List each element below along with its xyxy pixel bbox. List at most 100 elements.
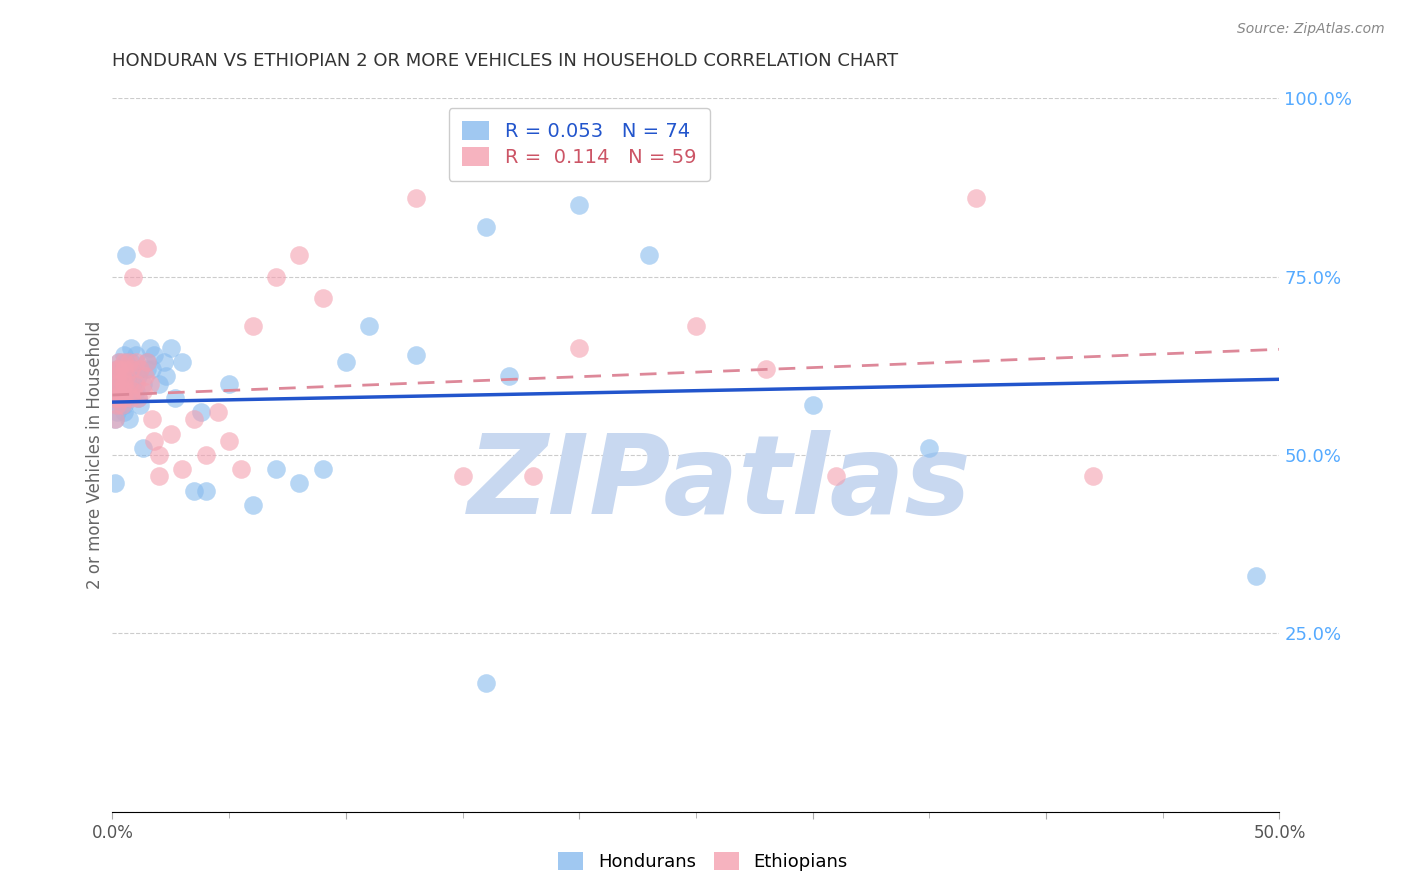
- Point: [122, 376, 145, 391]
- Point: [104, 376, 127, 391]
- Text: HONDURAN VS ETHIOPIAN 2 OR MORE VEHICLES IN HOUSEHOLD CORRELATION CHART: HONDURAN VS ETHIOPIAN 2 OR MORE VEHICLES…: [112, 52, 898, 70]
- Point: [122, 269, 145, 284]
- Point: [194, 448, 217, 462]
- Point: [264, 462, 287, 476]
- Point: [105, 362, 128, 376]
- Point: [132, 384, 155, 398]
- Legend: R = 0.053   N = 74, R =  0.114   N = 59: R = 0.053 N = 74, R = 0.114 N = 59: [449, 108, 710, 181]
- Point: [143, 348, 166, 362]
- Point: [136, 355, 159, 369]
- Point: [129, 362, 152, 376]
- Point: [115, 369, 138, 384]
- Point: [172, 355, 194, 369]
- Point: [165, 391, 187, 405]
- Point: [136, 355, 159, 369]
- Point: [194, 483, 217, 498]
- Point: [148, 469, 170, 483]
- Point: [207, 405, 229, 419]
- Point: [127, 391, 149, 405]
- Point: [112, 362, 135, 376]
- Point: [264, 269, 287, 284]
- Point: [105, 391, 128, 405]
- Point: [242, 319, 264, 334]
- Point: [105, 384, 128, 398]
- Point: [105, 398, 128, 412]
- Point: [120, 362, 142, 376]
- Point: [451, 469, 474, 483]
- Point: [134, 369, 156, 384]
- Point: [105, 405, 128, 419]
- Point: [136, 362, 159, 376]
- Point: [115, 384, 138, 398]
- Point: [825, 469, 848, 483]
- Point: [104, 376, 127, 391]
- Point: [108, 355, 131, 369]
- Point: [115, 391, 138, 405]
- Point: [108, 384, 131, 398]
- Point: [112, 391, 135, 405]
- Point: [120, 355, 142, 369]
- Point: [111, 398, 134, 412]
- Point: [108, 362, 131, 376]
- Point: [148, 448, 170, 462]
- Point: [172, 462, 194, 476]
- Point: [118, 376, 141, 391]
- Point: [218, 376, 240, 391]
- Point: [155, 369, 177, 384]
- Text: Source: ZipAtlas.com: Source: ZipAtlas.com: [1237, 22, 1385, 37]
- Point: [132, 441, 155, 455]
- Point: [1244, 569, 1267, 583]
- Point: [111, 376, 134, 391]
- Point: [108, 362, 131, 376]
- Point: [143, 434, 166, 448]
- Point: [638, 248, 661, 262]
- Point: [136, 241, 159, 255]
- Point: [104, 412, 127, 426]
- Point: [112, 384, 135, 398]
- Point: [125, 376, 148, 391]
- Point: [129, 398, 152, 412]
- Point: [755, 362, 778, 376]
- Point: [139, 376, 162, 391]
- Point: [105, 384, 128, 398]
- Point: [104, 391, 127, 405]
- Point: [183, 483, 205, 498]
- Point: [190, 405, 212, 419]
- Point: [108, 391, 131, 405]
- Point: [111, 369, 134, 384]
- Point: [141, 362, 163, 376]
- Point: [1081, 469, 1104, 483]
- Point: [108, 391, 131, 405]
- Point: [568, 198, 591, 212]
- Point: [218, 434, 240, 448]
- Point: [127, 391, 149, 405]
- Point: [335, 355, 357, 369]
- Point: [120, 391, 142, 405]
- Point: [112, 348, 135, 362]
- Point: [108, 376, 131, 391]
- Point: [118, 412, 141, 426]
- Point: [125, 384, 148, 398]
- Point: [288, 248, 311, 262]
- Point: [125, 348, 148, 362]
- Point: [801, 398, 824, 412]
- Text: ZIPatlas: ZIPatlas: [467, 430, 972, 537]
- Point: [242, 498, 264, 512]
- Point: [148, 376, 170, 391]
- Point: [139, 341, 162, 355]
- Point: [127, 369, 149, 384]
- Point: [108, 376, 131, 391]
- Point: [111, 369, 134, 384]
- Point: [132, 376, 155, 391]
- Point: [118, 355, 141, 369]
- Point: [125, 355, 148, 369]
- Point: [115, 248, 138, 262]
- Point: [104, 391, 127, 405]
- Point: [311, 462, 333, 476]
- Point: [112, 405, 135, 419]
- Point: [112, 398, 135, 412]
- Legend: Hondurans, Ethiopians: Hondurans, Ethiopians: [551, 846, 855, 879]
- Point: [359, 319, 381, 334]
- Point: [115, 369, 138, 384]
- Point: [104, 476, 127, 491]
